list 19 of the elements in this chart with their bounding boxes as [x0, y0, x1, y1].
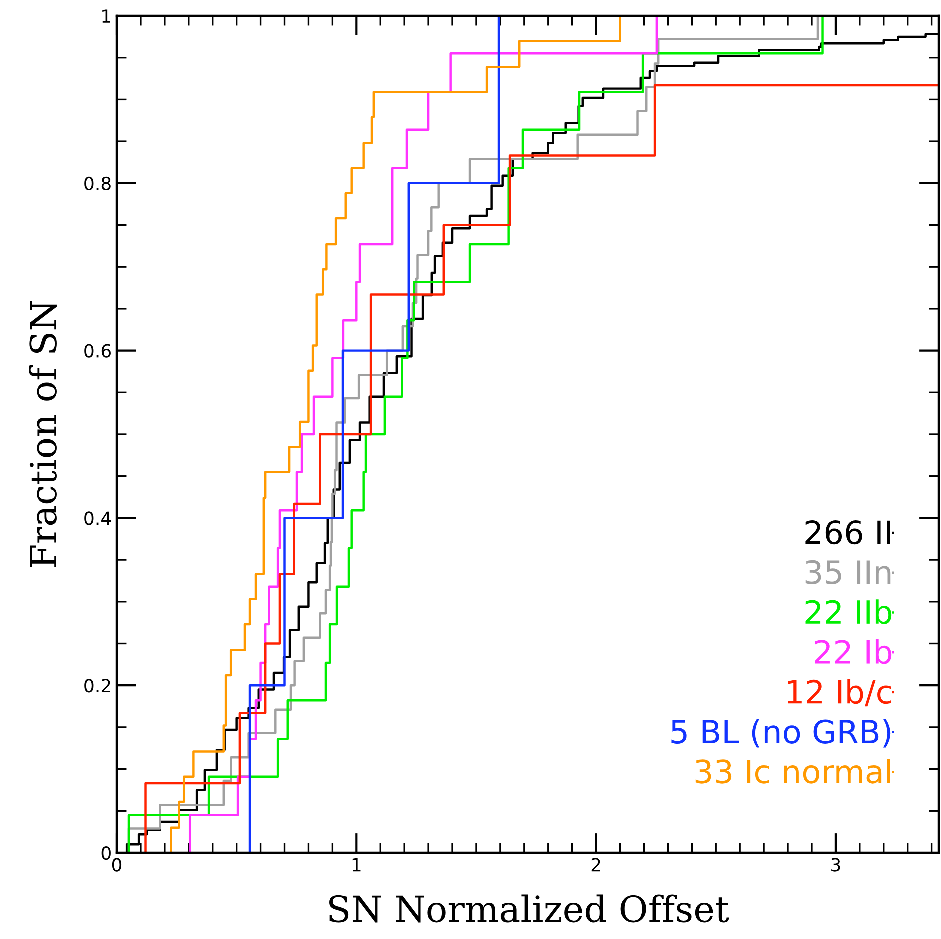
legend-label: 35 IIn [806, 560, 891, 585]
y-axis-title: Fraction of SN [29, 301, 57, 568]
legend-label: 22 Ib [815, 640, 892, 664]
y-tick-label: 0.8 [84, 176, 111, 191]
legend-label: 5 BL (no GRB) [672, 719, 891, 748]
x-tick-label: 0 [112, 858, 122, 872]
legend-label: 12 Ib/c [788, 679, 892, 707]
y-tick-label: 0 [102, 846, 111, 860]
y-tick-label: 1 [102, 10, 110, 23]
y-tick-label: 0.4 [84, 512, 112, 526]
y-tick-label: 0.2 [84, 679, 110, 693]
x-tick-label: 2 [592, 858, 600, 872]
legend-label: 33 Ic normal [696, 759, 890, 784]
legend-label: 266 II [806, 520, 890, 545]
y-tick-label: 0.6 [84, 344, 112, 358]
x-tick-label: 3 [832, 858, 840, 872]
x-axis-title: SN Normalized Offset [330, 894, 730, 923]
legend-label: 22 IIb [806, 600, 892, 624]
x-tick-label: 1 [352, 858, 361, 872]
